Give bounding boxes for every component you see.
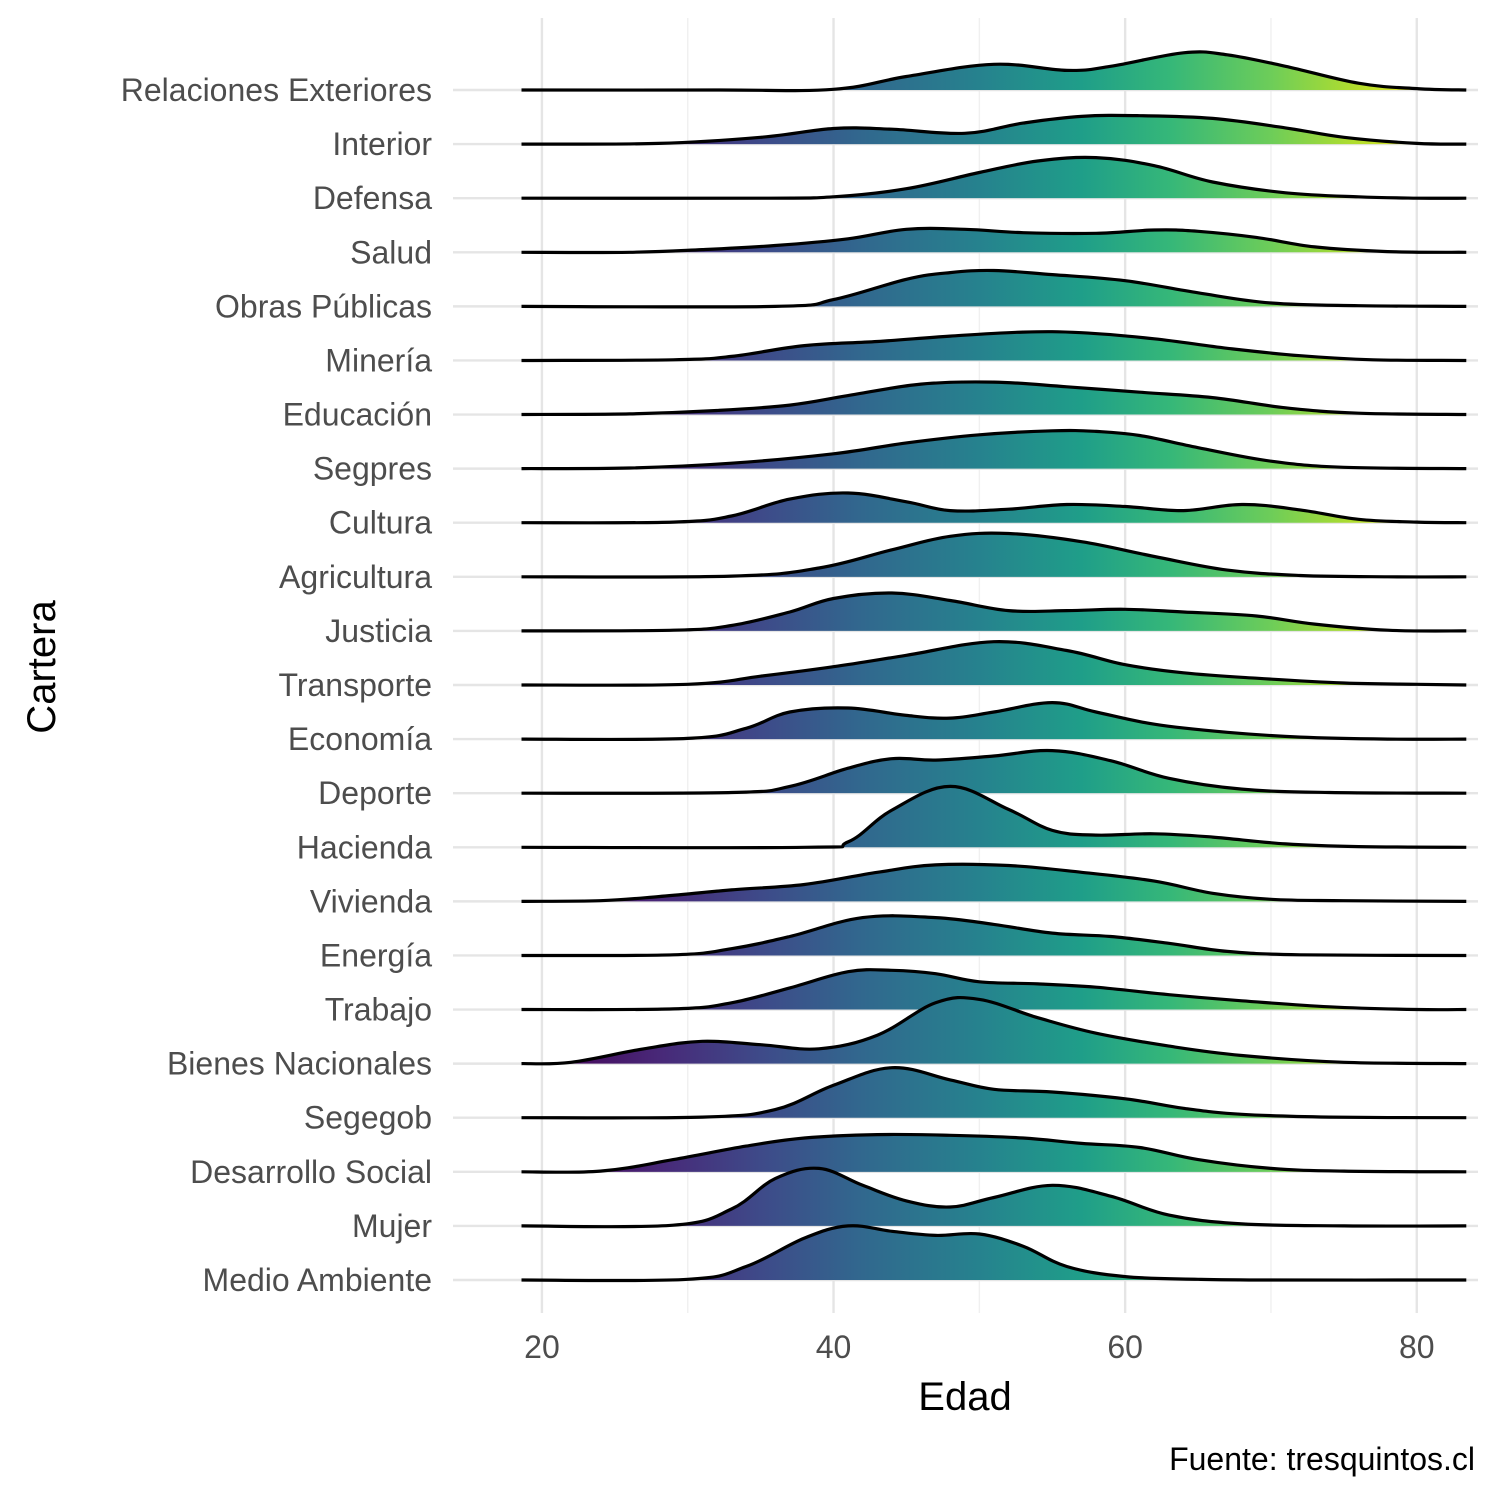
y-tick-label: Cultura xyxy=(329,505,432,541)
ridge-line xyxy=(521,491,1467,525)
ridge-line xyxy=(521,748,1467,795)
ridge-line xyxy=(521,531,1467,579)
ridge-line xyxy=(521,1066,1467,1120)
ridge-line xyxy=(521,862,1467,903)
ridge-line xyxy=(521,968,1467,1012)
y-tick-label: Interior xyxy=(332,126,432,162)
y-tick-label: Minería xyxy=(325,342,432,378)
ridge-area xyxy=(521,1225,1467,1281)
ridge-line xyxy=(521,330,1467,363)
ridge-line xyxy=(521,50,1467,93)
ridge-vivienda xyxy=(521,862,1467,903)
ridge-area xyxy=(521,702,1467,740)
caption-source: Fuente: tresquintos.cl xyxy=(1169,1441,1475,1477)
y-tick-label: Educación xyxy=(283,397,432,433)
ridge-segpres xyxy=(521,428,1467,471)
y-tick-label: Hacienda xyxy=(297,829,432,865)
ridge-interior xyxy=(521,113,1467,146)
ridge-mujer xyxy=(521,1166,1467,1229)
ridge-area xyxy=(521,533,1467,578)
ridge-line xyxy=(521,1132,1467,1174)
ridge-trabajo xyxy=(521,968,1467,1012)
ridge-relaciones-exteriores xyxy=(521,50,1467,93)
y-tick-label: Trabajo xyxy=(325,992,432,1028)
ridge-line xyxy=(521,226,1467,255)
ridge-area xyxy=(521,1067,1467,1118)
ridge-line xyxy=(521,784,1467,850)
y-tick-label: Justicia xyxy=(325,613,432,649)
y-tick-label: Salud xyxy=(350,234,432,270)
ridge-area xyxy=(521,492,1467,523)
ridge-line xyxy=(521,995,1467,1066)
x-tick-label: 20 xyxy=(524,1329,560,1365)
ridge-deporte xyxy=(521,748,1467,795)
ridge-defensa xyxy=(521,155,1467,200)
x-axis-tick-labels: 20 40 60 80 xyxy=(524,1329,1434,1365)
ridge-line xyxy=(521,914,1467,958)
y-tick-label: Obras Públicas xyxy=(215,288,432,324)
ridge-line xyxy=(521,591,1467,633)
y-tick-label: Economía xyxy=(288,721,432,757)
ridge-area xyxy=(521,430,1467,469)
y-tick-label: Agricultura xyxy=(279,559,432,595)
y-tick-label: Mujer xyxy=(352,1208,432,1244)
ridge-line xyxy=(521,155,1467,200)
ridge-line xyxy=(521,1166,1467,1229)
y-tick-label: Energía xyxy=(320,937,432,973)
ridge-area xyxy=(521,51,1467,91)
x-axis-title: Edad xyxy=(918,1375,1011,1419)
ridge-line xyxy=(521,701,1467,742)
ridge-area xyxy=(521,1168,1467,1227)
y-tick-label: Segpres xyxy=(313,451,432,487)
y-axis-tick-labels: Relaciones Exteriores Interior Defensa Salu… xyxy=(121,72,433,1298)
ridge-obras-públicas xyxy=(521,268,1467,309)
ridge-medio-ambiente xyxy=(521,1224,1467,1283)
ridge-area xyxy=(521,915,1467,956)
y-tick-label: Relaciones Exteriores xyxy=(121,72,432,108)
ridge-minería xyxy=(521,330,1467,363)
y-tick-label: Vivienda xyxy=(310,883,432,919)
y-tick-label: Defensa xyxy=(313,180,432,216)
y-tick-label: Medio Ambiente xyxy=(203,1262,432,1298)
ridge-segegob xyxy=(521,1066,1467,1120)
y-axis-title: Cartera xyxy=(20,600,64,734)
ridge-line xyxy=(521,428,1467,471)
y-tick-label: Transporte xyxy=(278,667,432,703)
ridge-line xyxy=(521,268,1467,309)
ridge-desarrollo-social xyxy=(521,1132,1467,1174)
ridge-bienes-nacionales xyxy=(521,995,1467,1066)
ridge-hacienda xyxy=(521,784,1467,850)
ridges xyxy=(521,50,1467,1283)
ridge-salud xyxy=(521,226,1467,255)
ridge-area xyxy=(521,157,1467,199)
ridge-cultura xyxy=(521,491,1467,525)
x-tick-label: 60 xyxy=(1107,1329,1143,1365)
y-tick-label: Bienes Nacionales xyxy=(167,1046,432,1082)
ridge-energía xyxy=(521,914,1467,958)
ridge-area xyxy=(521,270,1467,307)
ridge-area xyxy=(521,997,1467,1064)
ridge-area xyxy=(521,786,1467,848)
ridge-area xyxy=(521,381,1467,415)
ridge-area xyxy=(521,1134,1467,1173)
ridge-educación xyxy=(521,380,1467,417)
ridge-area xyxy=(521,969,1467,1010)
x-tick-label: 40 xyxy=(816,1329,852,1365)
ridge-line xyxy=(521,640,1467,687)
ridge-area xyxy=(521,641,1467,686)
ridge-area xyxy=(521,750,1467,794)
ridge-area xyxy=(521,864,1467,902)
ridge-transporte xyxy=(521,640,1467,687)
ridge-line xyxy=(521,113,1467,146)
ridge-economía xyxy=(521,701,1467,742)
ridge-line xyxy=(521,1224,1467,1283)
x-tick-label: 80 xyxy=(1399,1329,1435,1365)
ridge-justicia xyxy=(521,591,1467,633)
y-tick-label: Segegob xyxy=(304,1100,432,1136)
ridge-agricultura xyxy=(521,531,1467,579)
y-tick-label: Desarrollo Social xyxy=(190,1154,432,1190)
y-tick-label: Deporte xyxy=(318,775,432,811)
ridge-line xyxy=(521,380,1467,417)
